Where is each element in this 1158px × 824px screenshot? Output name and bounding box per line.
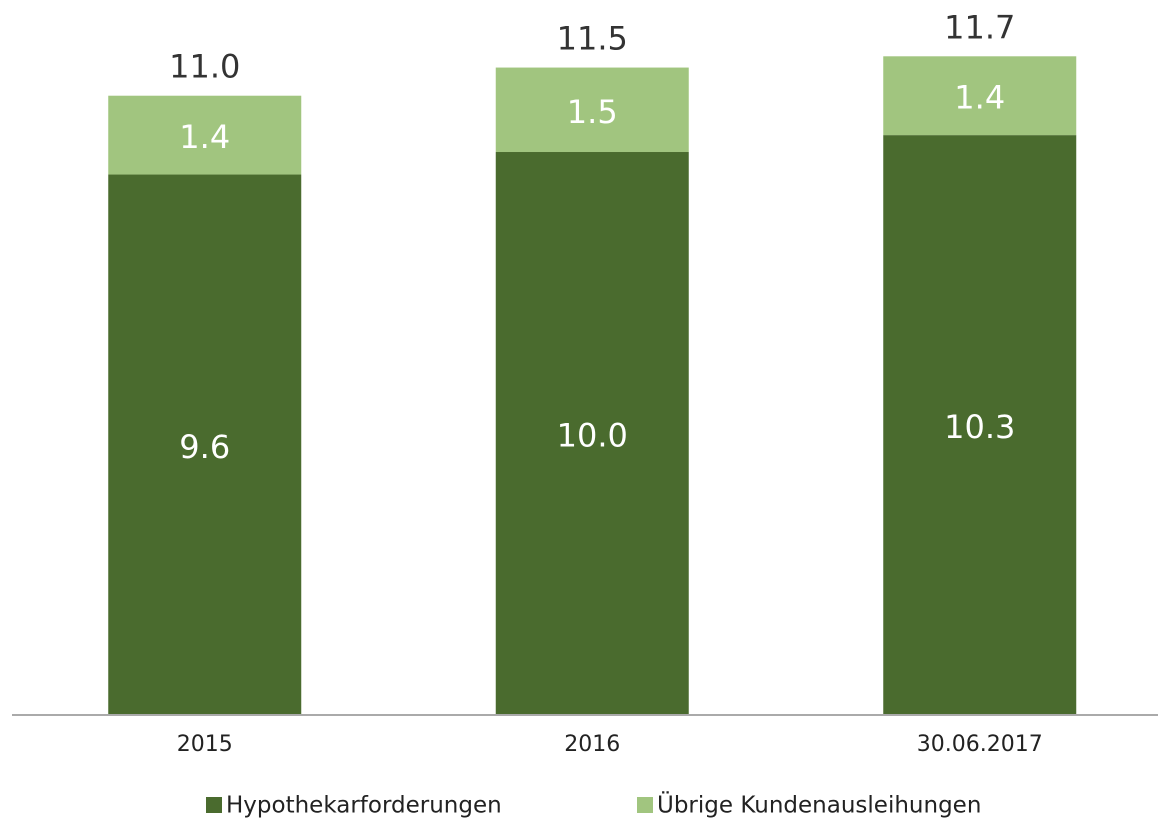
- data-label: 9.6: [179, 428, 230, 466]
- total-label: 11.5: [557, 20, 628, 58]
- legend-label: Übrige Kundenausleihungen: [657, 791, 981, 819]
- x-tick-label: 2016: [564, 732, 620, 757]
- data-label: 1.5: [567, 93, 618, 131]
- legend-swatch: [637, 797, 653, 813]
- data-label: 10.3: [944, 408, 1015, 446]
- bar-segment: [883, 135, 1077, 715]
- bar-segment: [883, 56, 1077, 136]
- x-tick-label: 30.06.2017: [917, 732, 1043, 757]
- bar-segment: [495, 67, 689, 153]
- legend-label: Hypothekarforderungen: [226, 793, 502, 819]
- total-label: 11.0: [169, 48, 240, 86]
- data-label: 1.4: [954, 79, 1005, 117]
- total-label: 11.7: [944, 8, 1015, 46]
- bar-segment: [108, 174, 302, 715]
- x-tick-label: 2015: [177, 732, 233, 757]
- bar-segment: [495, 152, 689, 715]
- legend-swatch: [206, 797, 222, 813]
- data-label: 1.4: [179, 118, 230, 156]
- data-label: 10.0: [557, 417, 628, 455]
- bar-segment: [108, 95, 302, 175]
